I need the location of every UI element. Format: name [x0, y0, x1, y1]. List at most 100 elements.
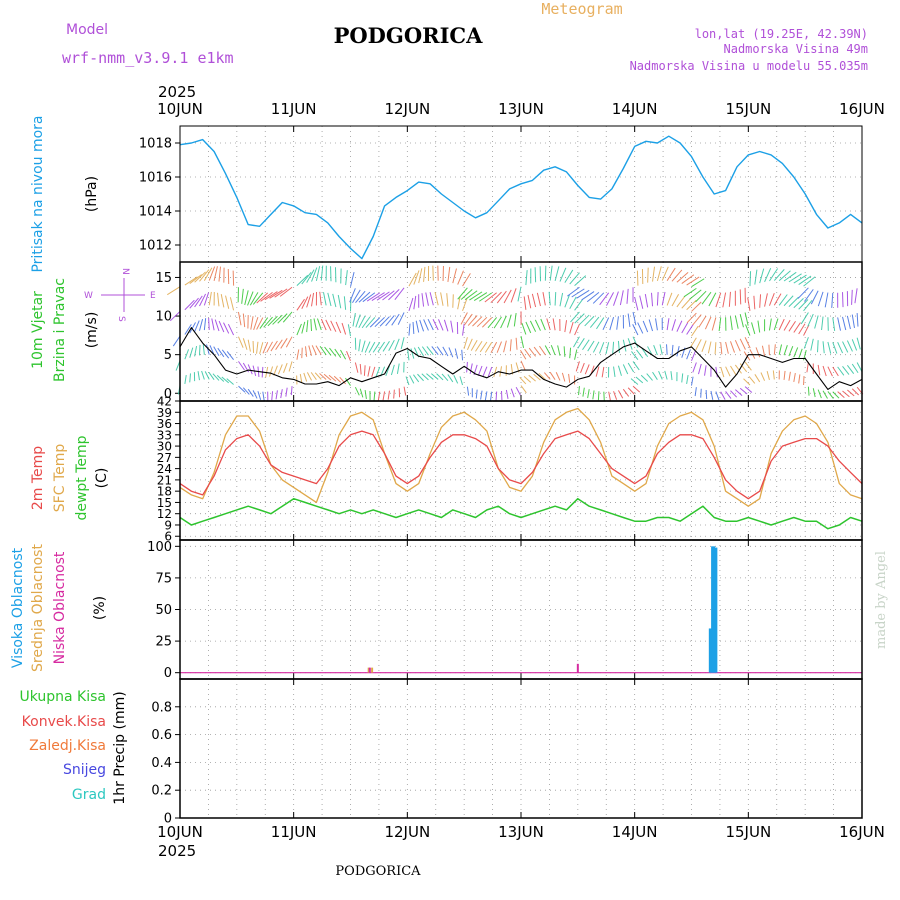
- wind-arrow: [842, 365, 850, 375]
- wind-arrow: [264, 291, 278, 301]
- wind-arrow: [751, 322, 756, 335]
- wind-arrow: [546, 318, 551, 331]
- wind-arrow: [773, 269, 785, 281]
- wind-arrow: [308, 345, 313, 356]
- wind-arrow: [450, 320, 454, 333]
- panel-side-labels: Pritisak na nivou mora (hPa) 10m Vjetar Brz…: [10, 115, 128, 804]
- wind-arrow: [788, 346, 794, 357]
- day-label-top: 14JUN: [612, 100, 658, 118]
- wind-arrow: [630, 378, 639, 385]
- wind-arrow: [793, 372, 796, 383]
- wind-arrow: [832, 317, 836, 332]
- wind-arrow: [355, 290, 366, 304]
- wind-arrow: [388, 339, 395, 352]
- wind-arrow: [609, 316, 615, 331]
- wind-arrow: [358, 339, 361, 352]
- wind-speed-line: [179, 327, 863, 390]
- wind-arrow: [288, 361, 293, 372]
- wind-arrow: [273, 365, 278, 376]
- wind-arrow: [619, 290, 624, 306]
- wind-arrow: [715, 391, 720, 401]
- wind-arrow: [635, 376, 644, 384]
- wind-arrow: [364, 341, 371, 353]
- wind-arrow: [575, 361, 580, 372]
- wind-arrow: [832, 366, 839, 377]
- wind-arrow: [226, 351, 234, 361]
- wind-arrow: [783, 319, 791, 331]
- wind-arrow: [803, 300, 813, 312]
- wind-arrow: [768, 318, 772, 331]
- wind-arrow: [749, 271, 752, 287]
- wind-arrow: [337, 294, 342, 309]
- wind-arrow: [571, 288, 585, 298]
- wind-arrow: [692, 362, 697, 373]
- wind-arrow: [229, 297, 235, 311]
- wind-arrow: [627, 313, 631, 328]
- wind-arrow: [584, 315, 595, 327]
- wind-arrow: [361, 316, 371, 329]
- wind-arrow: [730, 390, 738, 398]
- wind-arrow: [664, 370, 668, 380]
- wind-arrow: [306, 269, 315, 283]
- wind-arrow: [521, 322, 527, 335]
- wind-arrow: [656, 292, 659, 306]
- wind-arrow: [457, 295, 461, 310]
- wind-arrow: [189, 373, 191, 383]
- wind-arrow: [371, 366, 376, 378]
- wind-arrow: [469, 363, 473, 374]
- wind-arrow: [701, 340, 707, 353]
- wind-arrow: [793, 322, 801, 333]
- wind-arrow: [681, 373, 684, 383]
- wind-arrow: [457, 287, 468, 300]
- wind-arrow: [194, 320, 200, 332]
- wind-arrow: [506, 314, 512, 328]
- wind-arrow: [686, 299, 697, 311]
- wind-arrow: [208, 317, 210, 330]
- wind-arrow: [211, 318, 215, 331]
- wind-arrow: [369, 317, 381, 328]
- wind-arrow: [574, 323, 580, 336]
- wind-arrow: [636, 349, 644, 359]
- wind-arrow: [783, 370, 786, 380]
- wind-legend-s: S: [116, 316, 126, 322]
- wind-arrow: [362, 292, 376, 303]
- wind-arrow: [554, 266, 560, 281]
- wind-panel: 0 5 10 15: [155, 261, 864, 402]
- wind-arrow: [622, 388, 630, 397]
- day-label-bottom: 14JUN: [612, 823, 658, 841]
- wind-arrow: [778, 270, 791, 281]
- wind-arrow: [605, 342, 610, 355]
- wind-arrow: [686, 276, 700, 286]
- wind-arrow: [714, 342, 717, 355]
- wind-arrow: [310, 372, 317, 380]
- wind-arrow: [576, 289, 590, 299]
- wind-arrow: [283, 362, 288, 374]
- year-bottom: 2025: [158, 842, 196, 860]
- wind-arrow: [827, 341, 832, 354]
- wind-arrow: [536, 292, 541, 307]
- wind-arrow: [599, 292, 610, 306]
- wind-arrow: [715, 366, 718, 378]
- wind-arrow: [213, 266, 218, 281]
- wind-arrow: [846, 315, 851, 330]
- wind-arrow: [686, 312, 697, 324]
- wind-arrow: [441, 373, 449, 382]
- wind-arrow: [739, 289, 742, 305]
- cloud-ytick-label: 100: [147, 540, 172, 555]
- wind-arrow: [438, 319, 444, 331]
- wind-arrow: [311, 345, 317, 356]
- wind-arrow: [666, 344, 668, 355]
- wind-arrow: [601, 366, 605, 378]
- wind-arrow: [646, 373, 653, 381]
- wind-arrow: [622, 339, 627, 352]
- precip-legend-item: Grad: [72, 787, 106, 803]
- wind-arrow: [592, 341, 600, 353]
- pressure-panel: 1012 1014 1016 1018: [139, 125, 863, 263]
- wind-arrow: [417, 373, 424, 382]
- wind-arrow: [846, 365, 855, 374]
- wind-arrow: [476, 316, 488, 328]
- wind-arrow: [500, 315, 507, 329]
- wind-arrow: [489, 391, 493, 401]
- wind-arrow: [493, 366, 498, 378]
